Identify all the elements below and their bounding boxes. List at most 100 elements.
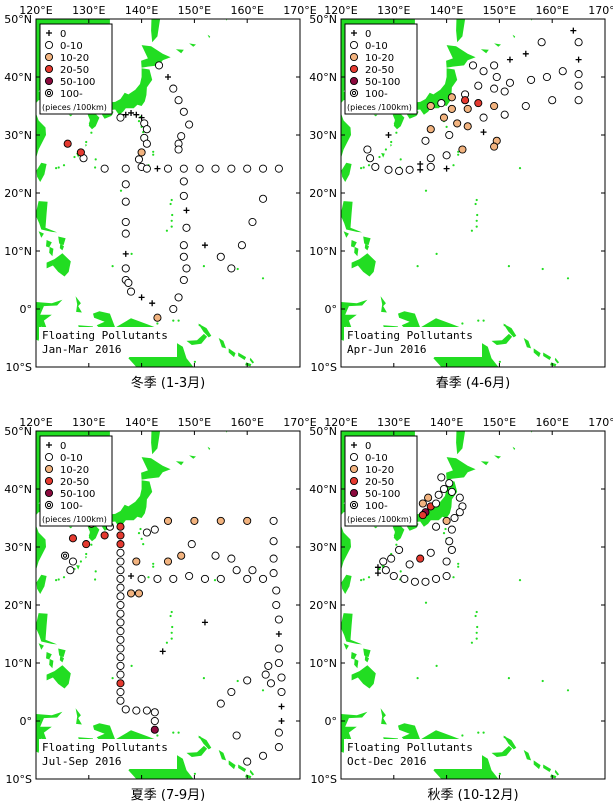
islet bbox=[170, 219, 173, 222]
lat-tick-label: 30°N bbox=[309, 129, 337, 142]
data-point bbox=[447, 525, 456, 534]
islet bbox=[390, 140, 393, 144]
data-point bbox=[500, 110, 509, 119]
lon-tick-label: 130°E bbox=[377, 4, 410, 17]
landmass bbox=[351, 665, 376, 689]
data-point bbox=[574, 81, 583, 90]
landmass bbox=[249, 357, 255, 364]
islet bbox=[566, 689, 570, 692]
landmass bbox=[343, 643, 349, 650]
landmass bbox=[207, 446, 211, 451]
lat-tick-label: 20°N bbox=[4, 187, 32, 200]
legend-symbol bbox=[44, 64, 54, 74]
landmass bbox=[512, 34, 516, 39]
islet bbox=[236, 679, 239, 683]
islet bbox=[85, 552, 88, 556]
lon-tick-label: 120°E bbox=[19, 4, 52, 17]
data-point bbox=[395, 545, 404, 554]
islet bbox=[90, 543, 93, 546]
lon-tick-label: 140°E bbox=[125, 416, 158, 429]
landmass bbox=[218, 338, 227, 349]
islet bbox=[476, 213, 479, 217]
data-point bbox=[447, 545, 456, 554]
landmass bbox=[446, 457, 476, 480]
landmass bbox=[46, 665, 71, 689]
data-point bbox=[365, 154, 375, 163]
data-point bbox=[211, 164, 220, 173]
islet bbox=[457, 562, 460, 565]
data-point bbox=[463, 122, 472, 131]
landmass bbox=[364, 655, 369, 663]
legend-label: 50-100 bbox=[60, 489, 95, 500]
lat-tick-label: 40°N bbox=[309, 483, 337, 496]
panel-title-line2: Oct-Dec 2016 bbox=[347, 755, 426, 768]
landmass bbox=[491, 333, 513, 345]
landmass bbox=[245, 774, 252, 779]
lat-tick-label: 20°N bbox=[309, 187, 337, 200]
data-point bbox=[490, 142, 499, 151]
lat-tick-label: 20°N bbox=[4, 599, 32, 612]
landmass bbox=[175, 49, 184, 54]
islet bbox=[610, 267, 612, 269]
legend-label: 0-10 bbox=[365, 41, 388, 52]
data-point bbox=[128, 573, 135, 579]
data-point bbox=[179, 252, 188, 261]
islet bbox=[442, 532, 446, 535]
data-point bbox=[121, 705, 130, 714]
data-point bbox=[82, 540, 91, 549]
data-point bbox=[137, 574, 146, 583]
data-point bbox=[445, 130, 454, 140]
panel-title-box bbox=[39, 739, 177, 769]
data-point bbox=[142, 706, 151, 715]
landmass bbox=[49, 658, 54, 669]
landmass bbox=[249, 769, 255, 776]
landmass bbox=[151, 431, 161, 455]
legend-label: 20-50 bbox=[365, 477, 394, 488]
islet bbox=[399, 158, 402, 161]
data-point bbox=[142, 528, 151, 537]
data-point bbox=[418, 499, 427, 508]
data-point bbox=[76, 148, 85, 157]
legend-symbol bbox=[44, 52, 54, 62]
islet bbox=[360, 579, 363, 582]
data-point bbox=[121, 180, 130, 189]
legend-symbol bbox=[351, 442, 357, 448]
data-point bbox=[431, 522, 441, 531]
data-points bbox=[63, 61, 283, 322]
panel-title-line1: Floating Pollutants bbox=[42, 741, 168, 754]
islet bbox=[482, 319, 485, 322]
lon-tick-label: 120°E bbox=[324, 4, 357, 17]
data-point bbox=[384, 165, 393, 174]
data-point bbox=[154, 165, 161, 172]
lon-tick-label: 160°E bbox=[535, 416, 568, 429]
legend-symbol bbox=[349, 452, 359, 462]
islet bbox=[177, 319, 180, 322]
islet bbox=[461, 322, 464, 325]
data-point bbox=[437, 99, 446, 108]
islet bbox=[62, 576, 66, 579]
data-point bbox=[169, 574, 178, 583]
islet bbox=[610, 679, 612, 681]
lat-tick-label: 10°S bbox=[311, 361, 337, 374]
data-point bbox=[490, 61, 499, 70]
data-point bbox=[527, 75, 536, 84]
landmass bbox=[390, 144, 393, 147]
landmass bbox=[218, 750, 227, 761]
legend-symbol bbox=[44, 500, 54, 510]
islet bbox=[390, 552, 393, 556]
data-point bbox=[439, 484, 449, 494]
legend-label: 20-50 bbox=[60, 65, 89, 76]
lon-tick-label: 130°E bbox=[72, 416, 105, 429]
landmass bbox=[76, 565, 80, 570]
data-point bbox=[63, 139, 72, 148]
islet bbox=[474, 614, 477, 618]
data-point bbox=[179, 107, 188, 116]
islet bbox=[518, 579, 522, 582]
legend-symbol bbox=[349, 464, 359, 474]
data-point bbox=[453, 119, 462, 128]
data-point bbox=[68, 557, 78, 566]
data-point bbox=[243, 164, 252, 173]
data-point bbox=[269, 554, 278, 563]
